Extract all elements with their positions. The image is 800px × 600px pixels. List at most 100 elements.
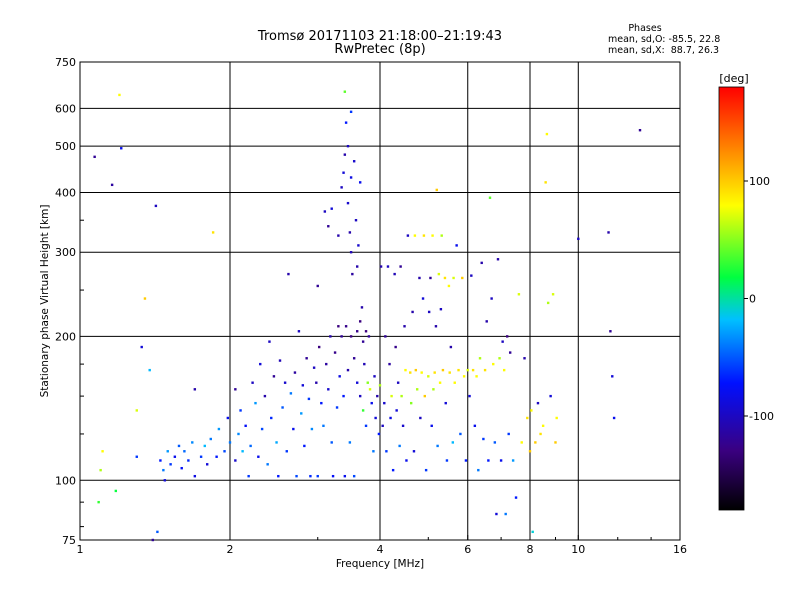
- data-point: [526, 416, 529, 420]
- data-point: [342, 171, 345, 174]
- data-point: [393, 272, 396, 276]
- data-point: [285, 450, 288, 453]
- data-point: [254, 401, 257, 405]
- data-point: [363, 362, 366, 366]
- data-point: [140, 345, 143, 349]
- data-point: [322, 424, 325, 428]
- data-point: [536, 401, 540, 405]
- data-point: [148, 368, 151, 372]
- data-point: [118, 93, 121, 97]
- data-point: [327, 225, 330, 228]
- data-point: [394, 345, 397, 349]
- data-point: [293, 371, 297, 374]
- data-point: [340, 186, 343, 189]
- data-point: [360, 306, 364, 309]
- data-point: [396, 381, 400, 384]
- x-tick-label: 1: [77, 543, 84, 556]
- data-point: [429, 276, 432, 280]
- data-point: [383, 401, 386, 405]
- data-point: [177, 444, 181, 448]
- data-point: [237, 432, 240, 436]
- data-point: [316, 474, 319, 478]
- colorbar-tick-label: 100: [749, 175, 770, 188]
- data-point: [99, 468, 102, 472]
- data-point: [247, 474, 250, 478]
- data-point: [520, 441, 523, 444]
- data-point: [173, 455, 177, 458]
- y-axis-label: Stationary phase Virtual Height [km]: [39, 205, 51, 398]
- data-point: [443, 276, 447, 280]
- data-point: [544, 181, 547, 184]
- data-point: [455, 244, 458, 247]
- data-point: [191, 441, 194, 444]
- data-point: [401, 424, 405, 428]
- data-point: [283, 381, 287, 384]
- data-point: [180, 466, 183, 470]
- data-point: [377, 432, 381, 436]
- data-point: [330, 207, 333, 210]
- data-point: [295, 474, 298, 478]
- data-point: [301, 384, 305, 387]
- y-tick-label: 100: [55, 474, 76, 487]
- data-point: [438, 381, 442, 384]
- grid: [79, 62, 681, 540]
- data-point: [511, 459, 515, 462]
- data-point: [414, 368, 418, 372]
- data-point: [348, 441, 352, 444]
- data-point: [361, 340, 365, 343]
- data-point: [114, 489, 118, 493]
- data-point: [101, 450, 104, 453]
- y-tick-label: 750: [55, 56, 76, 69]
- data-point: [199, 455, 203, 458]
- data-point: [492, 362, 495, 366]
- data-point: [403, 325, 406, 328]
- data-point: [272, 375, 276, 378]
- data-point: [162, 468, 165, 472]
- data-point: [312, 366, 316, 369]
- data-point: [251, 381, 254, 384]
- y-tick-label: 400: [55, 186, 76, 199]
- data-point: [415, 388, 419, 391]
- data-point: [263, 394, 267, 398]
- data-point: [223, 450, 226, 453]
- data-point: [346, 144, 350, 148]
- data-point: [289, 392, 293, 395]
- data-point: [504, 512, 507, 516]
- data-point: [551, 293, 555, 296]
- data-point: [378, 384, 382, 387]
- data-point: [391, 468, 395, 472]
- data-point: [364, 330, 368, 333]
- x-tick-label: 2: [227, 543, 234, 556]
- data-point: [358, 320, 362, 323]
- data-point: [203, 444, 206, 448]
- colorbar: [718, 86, 745, 511]
- x-tick-label: 6: [464, 543, 471, 556]
- data-point: [239, 409, 242, 412]
- data-point: [348, 231, 352, 234]
- data-point: [352, 474, 356, 478]
- data-point: [427, 375, 430, 378]
- data-point: [349, 251, 353, 254]
- data-point: [344, 121, 348, 124]
- data-point: [327, 388, 330, 391]
- data-point: [355, 265, 359, 268]
- colorbar-ticks: 100 0 -100: [744, 175, 774, 423]
- data-point: [434, 325, 438, 328]
- data-point: [349, 110, 353, 114]
- data-point: [352, 160, 356, 163]
- data-point: [135, 455, 138, 458]
- data-point: [448, 371, 451, 374]
- data-point: [93, 155, 96, 159]
- data-point: [259, 362, 262, 366]
- data-point: [549, 394, 552, 398]
- data-point: [554, 441, 557, 444]
- data-point: [419, 416, 422, 420]
- data-point: [340, 335, 343, 338]
- data-point: [459, 432, 462, 436]
- y-tick-label: 600: [55, 102, 76, 115]
- data-point: [331, 474, 335, 478]
- y-tick-label: 200: [55, 330, 76, 343]
- data-point: [292, 427, 295, 431]
- data-point: [389, 416, 392, 420]
